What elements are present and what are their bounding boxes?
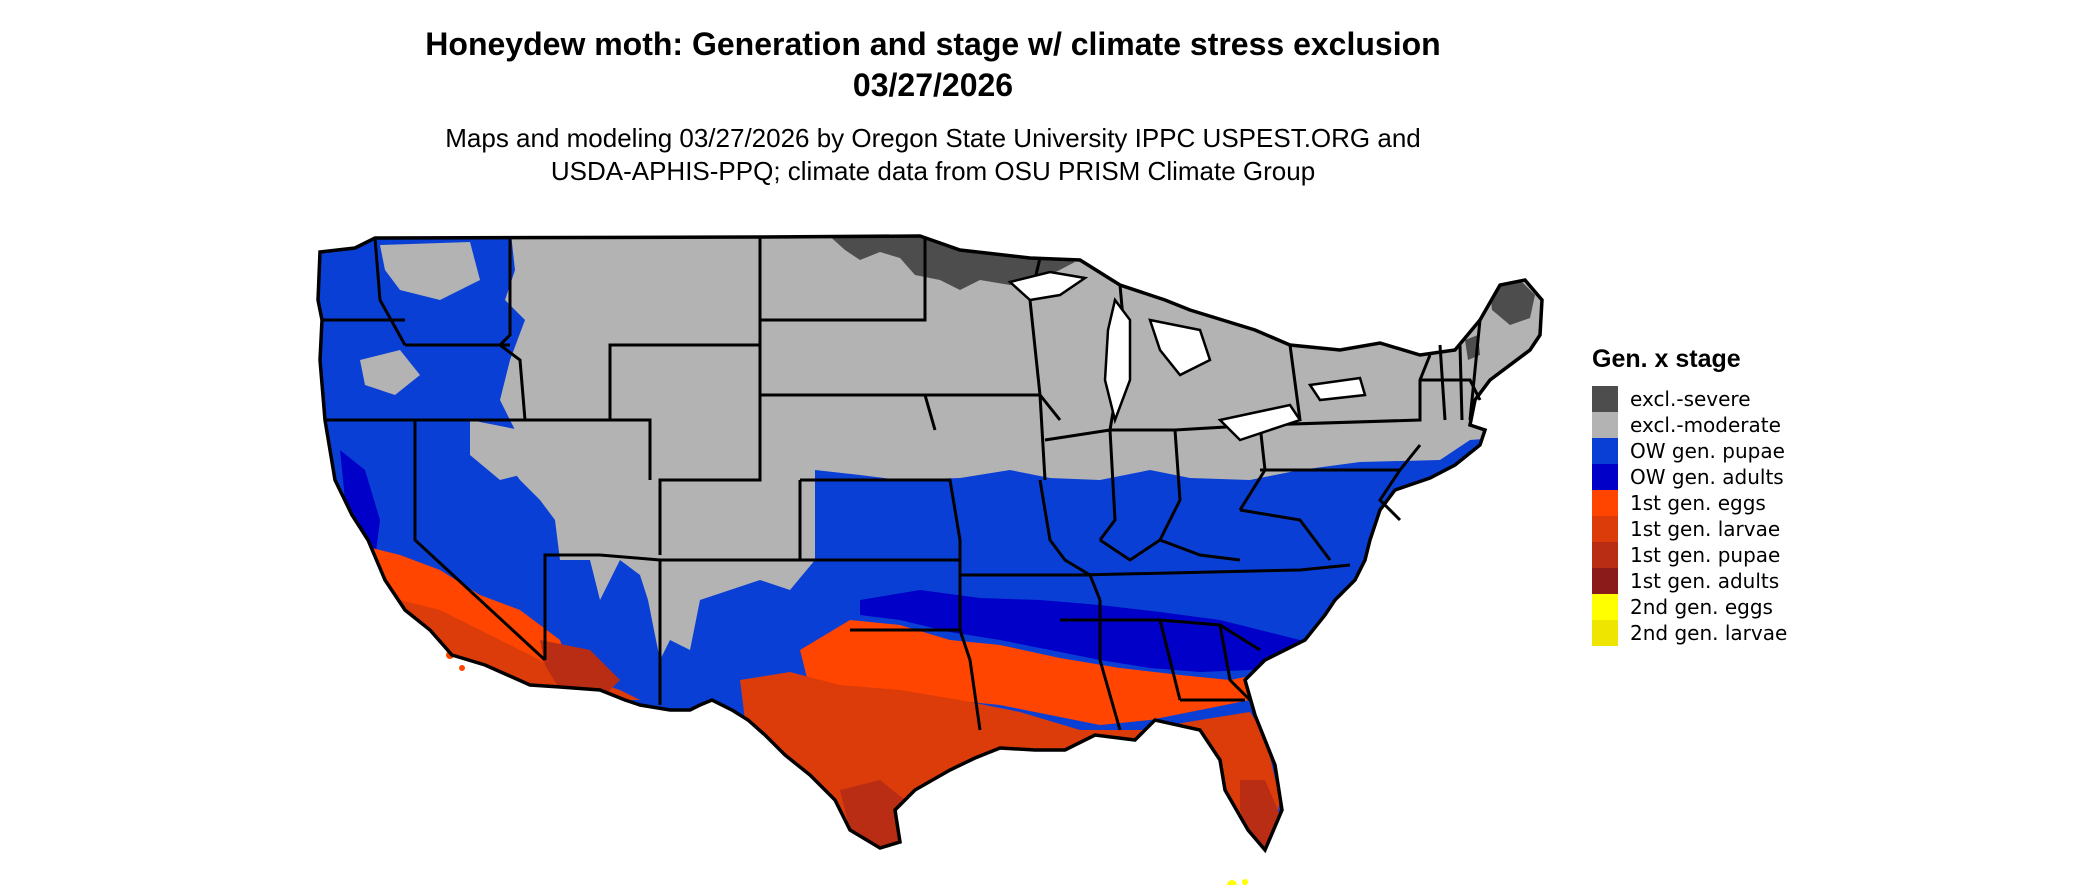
zone-excl-severe-me xyxy=(1490,280,1535,325)
legend-label: 1st gen. larvae xyxy=(1630,517,1781,541)
us-phenology-map xyxy=(316,234,1544,885)
map-subtitle: Maps and modeling 03/27/2026 by Oregon S… xyxy=(0,122,1866,188)
map-title: Honeydew moth: Generation and stage w/ c… xyxy=(0,24,1866,106)
zone-excl-severe-mn xyxy=(825,236,1075,290)
legend-item: OW gen. pupae xyxy=(1592,438,1787,464)
legend-swatch xyxy=(1592,542,1618,568)
phenology-fill-layer xyxy=(318,236,1542,850)
subtitle-line-2: USDA-APHIS-PPQ; climate data from OSU PR… xyxy=(550,156,1316,186)
legend-item: 2nd gen. larvae xyxy=(1592,620,1787,646)
legend-label: 1st gen. eggs xyxy=(1630,491,1766,515)
title-line-1: Honeydew moth: Generation and stage w/ c… xyxy=(425,26,1441,62)
legend-swatch xyxy=(1592,412,1618,438)
legend-item: OW gen. adults xyxy=(1592,464,1787,490)
great-lakes xyxy=(1007,270,1367,442)
legend-swatch xyxy=(1592,386,1618,412)
legend-label: 2nd gen. larvae xyxy=(1630,621,1788,645)
zone-excl-moderate-west-1 xyxy=(360,350,420,395)
legend-label: 1st gen. pupae xyxy=(1630,543,1781,567)
legend-item: 1st gen. eggs xyxy=(1592,490,1787,516)
legend-swatch xyxy=(1592,516,1618,542)
legend-swatch xyxy=(1592,464,1618,490)
zone-excl-moderate-west-2 xyxy=(470,420,540,480)
legend-item: 1st gen. pupae xyxy=(1592,542,1787,568)
title-line-2: 03/27/2026 xyxy=(852,67,1014,103)
zone-excl-moderate-west-3 xyxy=(380,242,480,300)
legend-label: excl.-moderate xyxy=(1630,413,1781,437)
legend-swatch xyxy=(1592,620,1618,646)
legend-item: 1st gen. larvae xyxy=(1592,516,1787,542)
legend-item: 1st gen. adults xyxy=(1592,568,1787,594)
legend-title: Gen. x stage xyxy=(1592,345,1741,373)
subtitle-line-1: Maps and modeling 03/27/2026 by Oregon S… xyxy=(445,123,1421,153)
legend-item: 2nd gen. eggs xyxy=(1592,594,1787,620)
legend-label: OW gen. pupae xyxy=(1630,439,1785,463)
legend-swatch xyxy=(1592,594,1618,620)
legend-label: OW gen. adults xyxy=(1630,465,1784,489)
zone-1st-pupae-az xyxy=(540,640,620,700)
legend-items: excl.-severe excl.-moderate OW gen. pupae O… xyxy=(1592,386,1787,646)
legend-swatch xyxy=(1592,438,1618,464)
legend-item: excl.-severe xyxy=(1592,386,1787,412)
zone-ow-adults xyxy=(860,590,1300,672)
legend-swatch xyxy=(1592,568,1618,594)
state-borders xyxy=(322,237,1482,731)
zone-ow-adults-ca xyxy=(340,450,380,560)
legend-item: excl.-moderate xyxy=(1592,412,1787,438)
zone-1st-larvae-sw xyxy=(400,600,640,700)
legend-label: excl.-severe xyxy=(1630,387,1751,411)
legend-label: 2nd gen. eggs xyxy=(1630,595,1773,619)
legend-label: 1st gen. adults xyxy=(1630,569,1780,593)
legend: Gen. x stage excl.-severe excl.-moderate O… xyxy=(1592,344,1787,646)
legend-swatch xyxy=(1592,490,1618,516)
